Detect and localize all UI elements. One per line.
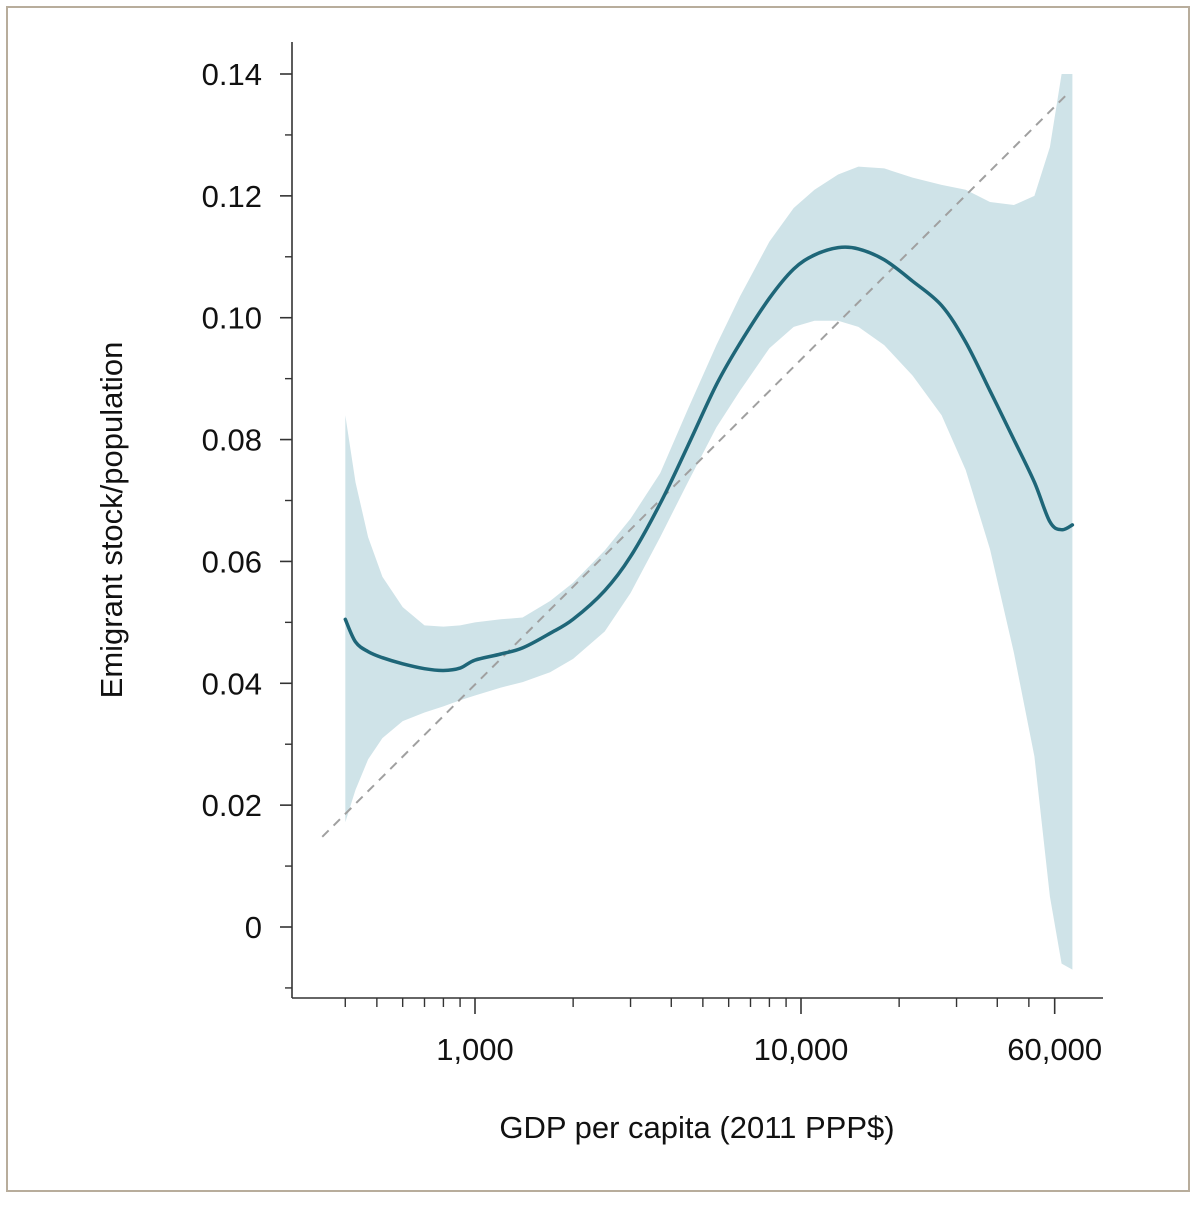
y-axis-title: Emigrant stock/population xyxy=(94,342,129,699)
confidence-band xyxy=(345,74,1073,970)
y-tick-label: 0.02 xyxy=(202,788,262,823)
series-line xyxy=(343,245,1075,673)
y-tick-label: 0.08 xyxy=(202,423,262,458)
y-tick-label: 0.14 xyxy=(202,57,262,92)
x-ticks: 1,000 10,000 60,000 xyxy=(344,998,1102,1067)
y-tick-label: 0.06 xyxy=(202,544,262,579)
y-tick-label: 0.12 xyxy=(202,179,262,214)
x-axis-title: GDP per capita (2011 PPP$) xyxy=(499,1110,894,1145)
y-tick-label: 0.04 xyxy=(202,666,262,701)
x-tick-label: 10,000 xyxy=(754,1032,849,1067)
y-tick-label: 0 xyxy=(245,910,262,945)
x-tick-label: 60,000 xyxy=(1007,1032,1102,1067)
y-tick-label: 0.10 xyxy=(202,301,262,336)
y-ticks: 0 0.02 0.04 0.06 0.08 0.10 0.12 0.14 xyxy=(202,57,292,989)
x-tick-label: 1,000 xyxy=(436,1032,514,1067)
axes: 0 0.02 0.04 0.06 0.08 0.10 0.12 0.14 1,000 10,00… xyxy=(202,42,1103,1067)
